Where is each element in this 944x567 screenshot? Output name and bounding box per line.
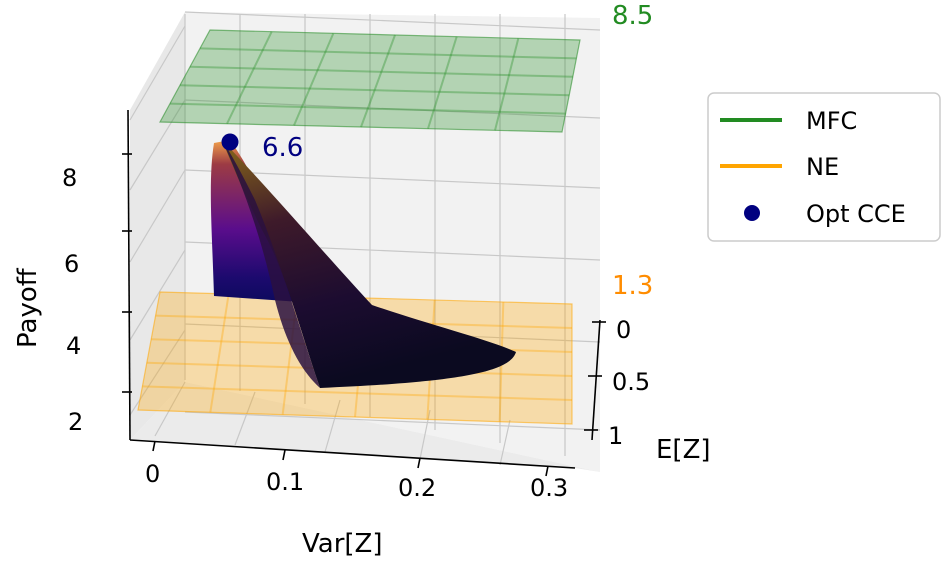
legend-opt-cce-swatch	[744, 205, 760, 221]
grid-line	[129, 249, 186, 341]
x-tick-label: 0.1	[266, 468, 304, 496]
surface-right-lobe	[222, 140, 516, 388]
grid-line	[129, 169, 186, 263]
x-axis-line	[129, 439, 576, 469]
z-tick-label: 8	[62, 164, 77, 192]
grid-lines	[129, 11, 601, 466]
y-tick-label: 1	[608, 422, 623, 450]
mfc-plane-gridline	[169, 102, 566, 115]
grid-line	[324, 399, 341, 453]
legend-opt-cce-label: Opt CCE	[806, 200, 906, 228]
x-tick	[417, 457, 421, 469]
legend-box	[707, 92, 941, 242]
x-tick	[545, 465, 549, 477]
ne-value-label: 1.3	[612, 271, 653, 301]
surface-fold	[222, 140, 320, 388]
legend: MFC NE Opt CCE	[707, 92, 941, 242]
grid-line	[234, 391, 256, 446]
left-pane	[130, 12, 185, 440]
y-axis-line	[591, 319, 601, 441]
x-tick-label: 0.2	[398, 474, 436, 502]
mfc-plane-gridline	[189, 65, 573, 78]
mfc-plane-gridline	[226, 31, 273, 125]
ne-plane-gridline	[142, 385, 573, 401]
mfc-plane-gridline	[199, 47, 577, 60]
z-tick-label: 2	[68, 408, 83, 436]
opt-cce-label: 6.6	[262, 133, 303, 163]
mfc-plane-gridline	[360, 34, 396, 128]
grid-line	[184, 169, 601, 189]
grid-line	[129, 25, 186, 121]
floor-pane	[130, 382, 600, 472]
y-tick-labels: 0 0.5 1	[608, 316, 650, 450]
grid-line	[419, 409, 431, 460]
y-tick-label: 0	[616, 316, 631, 344]
grid-line	[154, 381, 186, 437]
x-tick-label: 0	[145, 460, 160, 488]
legend-ne-label: NE	[806, 153, 839, 181]
x-tick	[282, 449, 286, 461]
opt-cce-point	[221, 133, 239, 151]
grid-line	[129, 99, 186, 191]
mfc-value-label: 8.5	[612, 1, 653, 31]
mfc-plane-gridline	[293, 32, 335, 126]
x-tick	[152, 440, 156, 452]
mfc-plane	[159, 29, 581, 133]
mfc-plane-gridline	[494, 38, 520, 131]
axis-spines	[127, 109, 601, 469]
y-axis-label: E[Z]	[656, 435, 711, 465]
z-tick-label: 4	[66, 332, 81, 360]
tick-marks	[122, 153, 606, 477]
y-tick-label: 0.5	[612, 368, 650, 396]
grid-line	[184, 411, 601, 431]
grid-line	[184, 11, 601, 31]
x-tick-labels: 0 0.1 0.2 0.3	[145, 460, 568, 502]
z-axis-line	[127, 109, 131, 441]
grid-line	[499, 419, 511, 466]
legend-mfc-label: MFC	[806, 107, 857, 135]
mfc-plane-grid	[169, 31, 577, 131]
z-axis-label: Payoff	[13, 267, 43, 348]
grid-line	[184, 99, 601, 119]
mfc-plane-gridline	[179, 84, 570, 97]
ne-plane-gridline	[209, 293, 230, 413]
mfc-plane-gridline	[427, 36, 458, 129]
x-axis-label: Var[Z]	[302, 529, 383, 559]
x-tick-label: 0.3	[530, 474, 568, 502]
cce-surface	[210, 140, 516, 388]
z-tick-label: 6	[64, 250, 79, 278]
z-tick-labels: 8 6 4 2	[62, 164, 83, 436]
